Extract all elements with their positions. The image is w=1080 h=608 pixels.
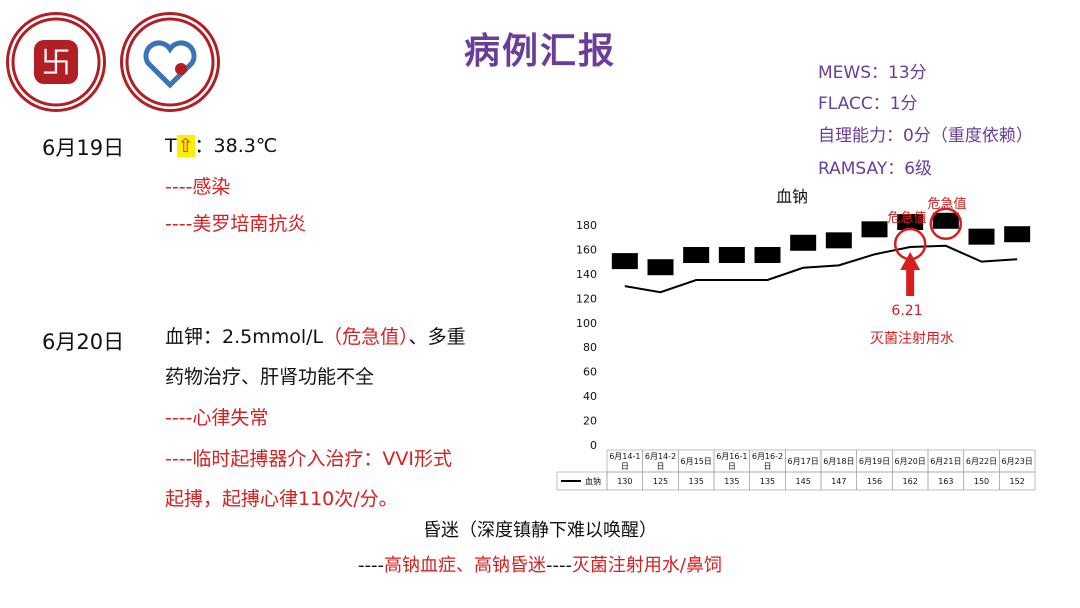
chart-marks [611,207,1031,296]
critical-value-tag: （危急值） [323,326,409,348]
x-tick-label: 6月17日 [788,457,819,466]
x-tick-label-suffix: 日 [657,462,665,471]
arrow-date-label: 6.21 [891,303,922,319]
meropenem-line: ----美罗培南抗炎 [165,213,307,235]
y-tick-label: 60 [583,366,597,379]
hospital-logo-left: 卐 [6,12,106,112]
chart-annotations: 危急值 危急值 6.21 灭菌注射用水 [870,196,967,347]
potassium-rest: 、多重 [408,326,466,348]
potassium-line: 血钾：2.5mmol/L（危急值）、多重 [165,322,466,349]
data-box [683,247,710,263]
x-tick-label-suffix: 日 [621,462,629,471]
mews-score: MEWS：13分 [818,63,927,83]
data-value-label: 150 [974,477,989,486]
x-tick-label: 6月23日 [1002,457,1033,466]
temperature-value: ：38.3℃ [194,135,278,157]
chart-title: 血钠 [776,187,808,206]
y-tick-label: 40 [583,390,597,403]
data-box [647,259,674,276]
data-value-label: 125 [653,477,668,486]
date-0619: 6月19日 [42,136,125,160]
x-tick-label: 6月18日 [823,457,854,466]
y-tick-label: 140 [576,268,597,281]
table-value-cell [999,471,1036,491]
footer-prefix: ---- [357,555,384,576]
critical-label-2: 危急值 [927,196,966,212]
temperature-line: T⇧：38.3℃ [165,131,277,158]
data-box [932,212,959,229]
x-tick-label: 6月20日 [895,457,926,466]
data-box [754,247,781,263]
footer-cause-line: ----高钠血症、高钠昏迷----灭菌注射用水/鼻饲 [280,551,800,577]
x-tick-label: 6月16-2 [752,452,783,461]
x-tick-label: 6月14-2 [645,452,676,461]
temperature-label: T [165,135,177,157]
ramsay-score: RAMSAY：6级 [818,159,933,179]
y-tick-label: 0 [590,439,597,452]
date-0620: 6月20日 [42,330,125,354]
data-value-label: 156 [867,477,882,486]
y-axis: 0 20 40 60 80 100 120 140 160 180 [576,219,597,452]
data-value-label: 135 [760,477,775,486]
x-tick-label-suffix: 日 [728,462,736,471]
data-value-label: 135 [724,477,739,486]
hospital-logo-left-icon: 卐 [11,17,101,107]
footer-mid: ---- [545,555,572,576]
y-tick-label: 80 [583,341,597,354]
x-tick-label: 6月14-1 [609,452,640,461]
footer-treatment: 灭菌注射用水/鼻饲 [571,555,723,576]
pacemaker-line: ----临时起搏器介入治疗：VVI形式 [165,448,453,470]
data-value-label: 135 [689,477,704,486]
series-line [624,244,1018,294]
data-value-label: 162 [903,477,918,486]
data-box [790,234,817,251]
drug-line: 药物治疗、肝肾功能不全 [165,366,375,388]
data-box [897,214,924,230]
x-tick-label: 6月19日 [859,457,890,466]
pacing-rate-line: 起搏，起搏心律110次/分。 [165,488,398,510]
data-box [968,228,995,245]
critical-circle [929,207,963,241]
data-box [861,221,888,238]
data-box [1004,226,1031,243]
heart-logo-icon [125,17,215,107]
data-value-label: 163 [938,477,953,486]
coma-state: 昏迷（深度镇静下难以唤醒） [423,520,657,541]
x-tick-label: 6月22日 [966,457,997,466]
data-value-label: 147 [831,477,846,486]
data-box [718,247,745,263]
y-tick-label: 160 [576,243,597,256]
legend-label: 血钠 [585,476,601,486]
hospital-logo-right [120,12,220,112]
x-tick-label: 6月16-1 [716,452,747,461]
arrhythmia-line: ----心律失常 [165,407,269,429]
footer-cause: 高钠血症、高钠昏迷 [383,555,546,576]
y-tick-label: 180 [576,219,597,232]
arrow-shaft [906,268,915,296]
infection-line: ----感染 [165,176,231,198]
arrow-note-label: 灭菌注射用水 [870,331,954,347]
x-tick-label-suffix: 日 [764,462,772,471]
flacc-score: FLACC：1分 [818,94,918,114]
data-box [825,232,852,249]
self-care-score: 自理能力：0分（重度依赖） [818,126,1033,146]
y-tick-label: 120 [576,292,597,305]
x-tick-label: 6月21日 [930,457,961,466]
y-tick-label: 100 [576,317,597,330]
page-title: 病例汇报 [463,31,616,72]
svg-text:卐: 卐 [41,46,71,81]
data-value-label: 152 [1010,477,1025,486]
potassium-label: 血钾：2.5mmol/L [165,326,324,348]
data-value-label: 145 [796,477,811,486]
data-box [611,253,638,270]
y-tick-label: 20 [583,415,597,428]
up-arrow-icon: ⇧ [176,135,195,157]
critical-label-1: 危急值 [887,210,926,226]
data-value-label: 130 [617,477,632,486]
arrow-head [900,252,921,270]
x-tick-label: 6月15日 [681,457,712,466]
